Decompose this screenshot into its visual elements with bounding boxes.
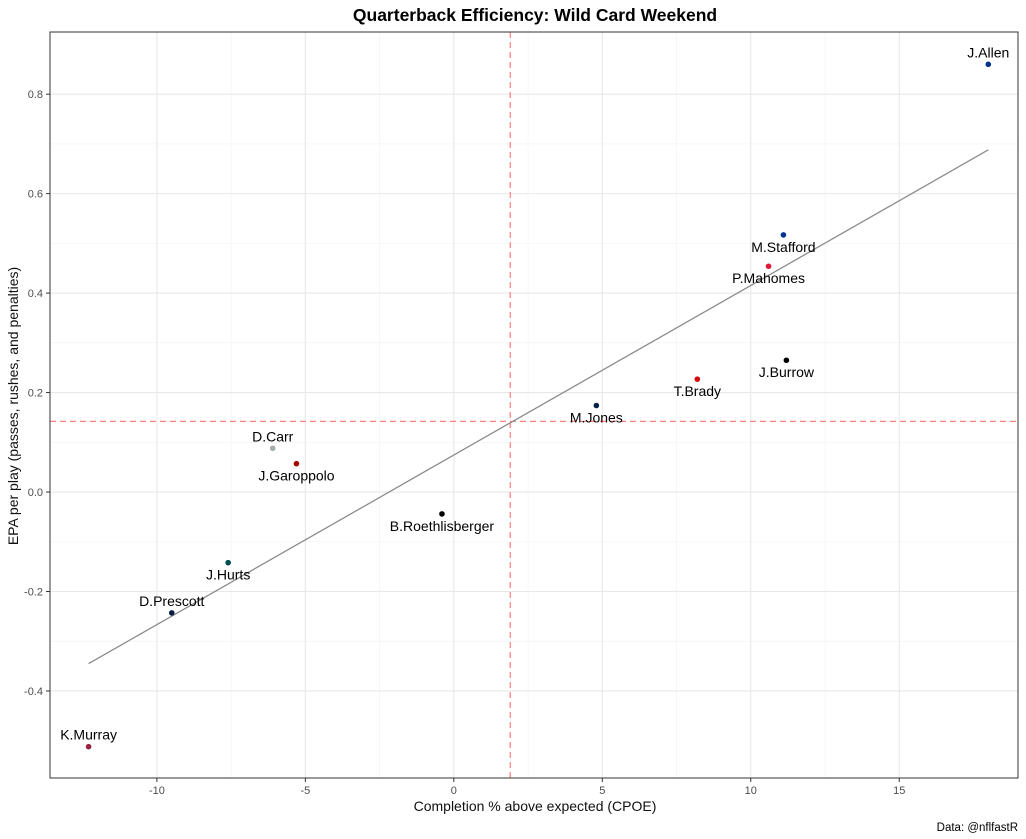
data-point-label: M.Jones	[570, 409, 623, 425]
y-tick-label: 0.8	[28, 89, 43, 101]
data-point	[593, 402, 600, 409]
y-tick-label: 0.2	[28, 388, 43, 400]
data-point	[780, 232, 787, 238]
x-tick-label: 5	[599, 785, 605, 797]
data-point	[439, 511, 445, 517]
chart-title: Quarterback Efficiency: Wild Card Weeken…	[353, 5, 717, 25]
data-point	[293, 460, 300, 467]
data-point	[694, 376, 701, 382]
data-point-label: J.Allen	[967, 44, 1009, 60]
data-point	[168, 610, 175, 616]
data-point-label: P.Mahomes	[732, 270, 805, 286]
data-point-label: D.Carr	[252, 428, 294, 444]
x-tick-label: 10	[745, 785, 757, 797]
data-point-label: J.Garoppolo	[258, 468, 334, 484]
data-point-label: K.Murray	[60, 727, 117, 743]
y-tick-label: 0.6	[28, 189, 43, 201]
y-tick-label: 0.0	[28, 487, 43, 499]
data-point	[985, 61, 992, 68]
x-tick-label: 0	[451, 785, 457, 797]
y-tick-label: 0.4	[28, 288, 43, 300]
y-axis-title: EPA per play (passes, rushes, and penalt…	[5, 267, 21, 545]
x-tick-label: -5	[300, 785, 310, 797]
x-tick-label: -10	[149, 785, 165, 797]
data-point-label: M.Stafford	[751, 239, 815, 255]
data-point-label: B.Roethlisberger	[390, 518, 495, 534]
x-axis-title: Completion % above expected (CPOE)	[414, 798, 657, 814]
chart-caption: Data: @nflfastR	[937, 822, 1018, 834]
data-point	[783, 357, 790, 364]
data-point	[269, 445, 276, 452]
x-tick-label: 15	[893, 785, 905, 797]
trend-line	[88, 149, 989, 665]
y-tick-label: -0.4	[24, 686, 43, 698]
data-point-label: J.Hurts	[206, 567, 250, 583]
data-point	[225, 559, 231, 566]
y-tick-label: -0.2	[24, 587, 43, 599]
data-point	[85, 743, 92, 750]
data-point	[765, 263, 772, 270]
plot-area: -10 -5 0 5 10 15 -0.4 -0.2 0.0 0.2 0.4 0.6 0.8 J.Alle…	[24, 31, 1019, 797]
data-point-label: J.Burrow	[759, 364, 815, 380]
data-point-label: T.Brady	[674, 383, 721, 399]
plot-border	[49, 31, 1019, 779]
data-point-label: D.Prescott	[139, 593, 204, 609]
